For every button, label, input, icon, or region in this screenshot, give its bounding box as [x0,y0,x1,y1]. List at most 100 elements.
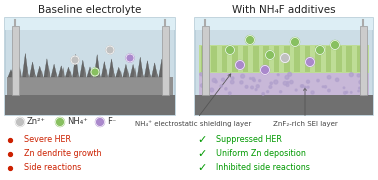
Circle shape [210,88,214,92]
FancyBboxPatch shape [263,46,269,72]
Polygon shape [155,71,158,77]
Circle shape [241,74,245,78]
FancyBboxPatch shape [5,18,175,115]
Polygon shape [62,67,65,77]
Circle shape [350,92,352,93]
Circle shape [285,75,289,79]
Circle shape [245,35,254,44]
Circle shape [229,92,231,94]
Circle shape [56,118,65,127]
FancyBboxPatch shape [284,46,290,72]
Polygon shape [119,70,122,77]
Circle shape [259,80,261,82]
FancyBboxPatch shape [7,77,173,95]
Circle shape [274,80,278,84]
FancyBboxPatch shape [274,46,279,72]
Circle shape [346,91,348,93]
Polygon shape [98,73,101,77]
Polygon shape [148,72,151,77]
Circle shape [203,76,204,78]
Polygon shape [141,71,144,77]
FancyBboxPatch shape [195,95,373,115]
Circle shape [252,77,255,80]
Polygon shape [54,73,57,77]
Polygon shape [101,62,107,77]
Polygon shape [51,64,57,77]
Circle shape [200,84,204,87]
Circle shape [361,92,365,95]
Circle shape [322,86,324,87]
Polygon shape [133,67,136,77]
FancyBboxPatch shape [325,46,331,72]
Circle shape [316,46,324,55]
Circle shape [249,78,251,79]
Circle shape [255,89,257,91]
Circle shape [291,37,299,46]
Circle shape [71,56,79,64]
Text: F⁻: F⁻ [107,118,116,127]
Polygon shape [108,59,115,77]
Circle shape [363,85,366,88]
Polygon shape [123,64,129,77]
Circle shape [290,80,293,84]
Circle shape [288,72,291,76]
Polygon shape [159,59,165,77]
FancyBboxPatch shape [199,73,369,95]
Polygon shape [47,68,50,77]
FancyBboxPatch shape [305,46,310,72]
FancyBboxPatch shape [11,26,19,95]
Circle shape [283,81,287,85]
Text: Zn²⁺: Zn²⁺ [27,118,46,127]
Circle shape [311,91,314,94]
Circle shape [256,85,259,88]
Circle shape [222,78,225,81]
Circle shape [266,91,269,93]
Polygon shape [44,59,50,77]
Text: Severe HER: Severe HER [24,136,71,145]
Circle shape [359,80,363,84]
Circle shape [96,118,104,127]
Circle shape [204,86,207,89]
Polygon shape [112,70,115,77]
Polygon shape [152,63,158,77]
FancyBboxPatch shape [222,46,228,72]
Circle shape [327,75,331,79]
Polygon shape [73,54,79,77]
Circle shape [212,78,216,82]
Circle shape [317,79,319,82]
Circle shape [220,85,222,87]
Text: ✓: ✓ [197,149,207,159]
Polygon shape [37,66,43,77]
Circle shape [240,81,243,84]
Text: NH₄⁺ electrostatic shielding layer: NH₄⁺ electrostatic shielding layer [135,74,251,127]
Polygon shape [69,70,72,77]
FancyBboxPatch shape [201,46,207,72]
Polygon shape [26,70,29,77]
FancyBboxPatch shape [356,46,363,72]
Text: Uniform Zn deposition: Uniform Zn deposition [216,150,306,159]
Circle shape [265,51,274,60]
Circle shape [235,60,245,69]
Polygon shape [94,55,100,77]
Text: NH₄⁺: NH₄⁺ [67,118,88,127]
Circle shape [287,82,289,83]
Circle shape [126,54,134,62]
Polygon shape [80,60,86,77]
Polygon shape [8,70,14,77]
Polygon shape [137,57,143,77]
Circle shape [305,57,314,66]
Text: ✓: ✓ [197,163,207,173]
Text: Baseline electrolyte: Baseline electrolyte [38,5,142,15]
Circle shape [231,77,234,79]
Circle shape [106,46,114,54]
Circle shape [15,118,25,127]
FancyBboxPatch shape [346,46,352,72]
Circle shape [357,74,360,77]
FancyBboxPatch shape [294,46,300,72]
Polygon shape [116,67,122,77]
Circle shape [245,86,248,88]
Circle shape [91,68,99,76]
FancyBboxPatch shape [211,46,217,72]
Circle shape [269,86,272,88]
Circle shape [349,73,353,77]
